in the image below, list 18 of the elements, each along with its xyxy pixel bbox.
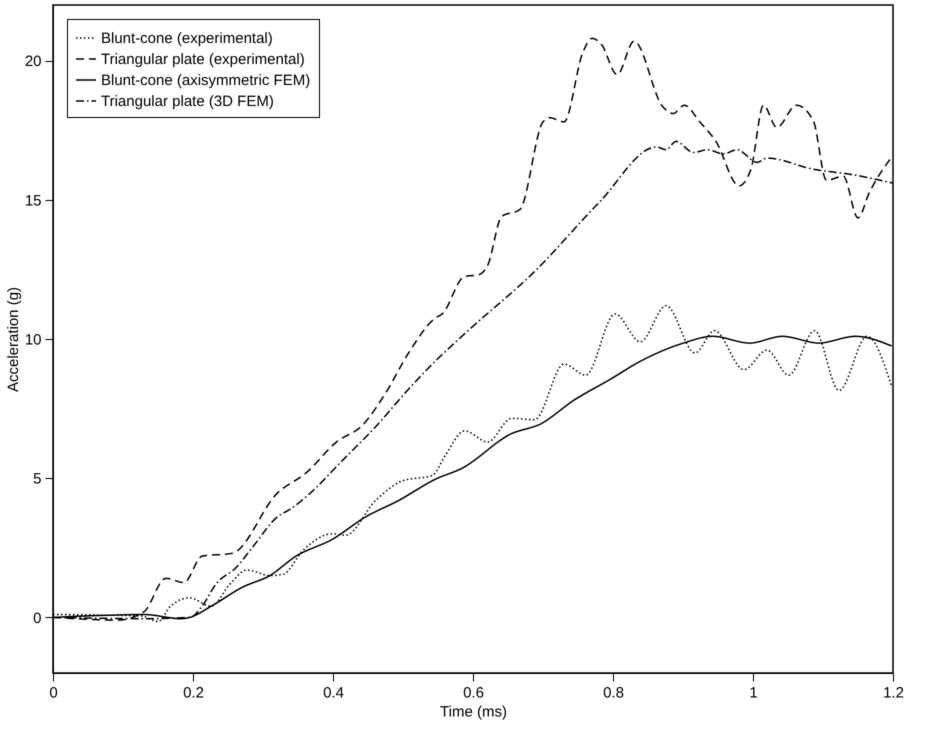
legend-label: Triangular plate (experimental): [101, 51, 305, 68]
y-axis-title: Acceleration (g): [4, 286, 22, 392]
y-tick-label: 15: [24, 192, 42, 210]
legend-label: Blunt-cone (experimental): [101, 30, 273, 47]
x-tick-label: 0.2: [183, 684, 204, 702]
x-tick-label: 1.2: [883, 684, 904, 702]
legend-label: Triangular plate (3D FEM): [101, 93, 274, 110]
x-axis-title: Time (ms): [440, 704, 507, 720]
legend-label: Blunt-cone (axisymmetric FEM): [101, 72, 310, 89]
x-tick-label: 0.6: [463, 684, 484, 702]
y-tick-label: 10: [24, 332, 42, 348]
y-tick-label: 0: [33, 610, 42, 627]
y-tick-label: 5: [33, 470, 42, 488]
x-tick-label: 0: [49, 684, 58, 702]
x-tick-label: 1: [749, 684, 758, 702]
x-tick-label: 0.8: [603, 684, 624, 702]
y-tick-label: 20: [24, 53, 42, 70]
x-tick-label: 0.4: [323, 684, 344, 702]
